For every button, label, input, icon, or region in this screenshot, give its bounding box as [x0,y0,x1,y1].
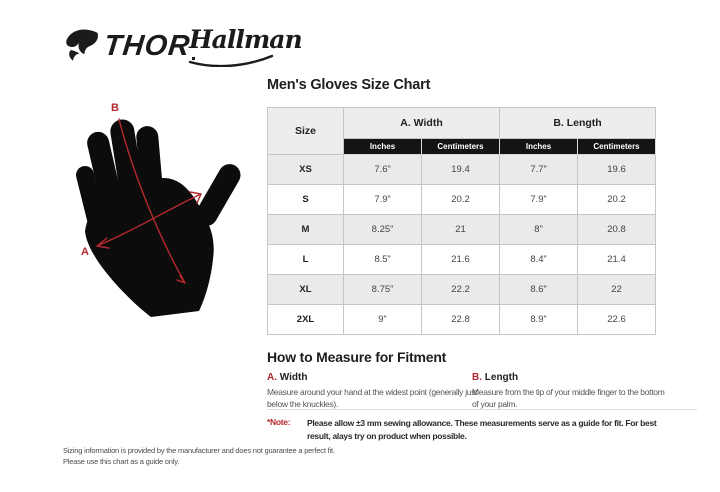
measure-width-prefix: A. [267,372,277,383]
size-cell: XS [267,154,344,185]
length-cm-cell: 21.4 [577,244,657,275]
table-row: 2XL 9” 22.8 8.9” 22.6 [267,304,657,335]
hand-silhouette [76,119,241,317]
measure-width-heading: A. Width [267,372,479,383]
unit-header-centimeters: Centimeters [420,138,501,155]
thor-logo: THOR [64,26,196,66]
size-cell: L [267,244,344,275]
width-cm-cell: 21.6 [420,244,501,275]
page-title: Men's Gloves Size Chart [267,77,431,93]
thor-helmet-icon [66,29,98,61]
width-in-cell: 7.9” [343,184,422,215]
note-text: Please allow ±3 mm sewing allowance. The… [307,418,657,442]
size-cell: S [267,184,344,215]
width-in-cell: 7.6” [343,154,422,185]
table-row: M 8.25” 21 8” 20.8 [267,214,657,245]
size-table: Size A. Width B. Length Inches Centimete… [267,107,657,335]
table-row: XS 7.6” 19.4 7.7” 19.6 [267,154,657,185]
unit-header-centimeters: Centimeters [577,138,657,155]
measure-length-heading: B. Length [472,372,668,383]
width-in-cell: 9” [343,304,422,335]
thor-wordmark: THOR [102,29,192,62]
fitment-note: *Note: Please allow ±3 mm sewing allowan… [267,417,659,443]
measure-length-text: Measure from the tip of your middle fing… [472,387,665,410]
length-in-cell: 7.9” [499,184,579,215]
measure-length-block: B. Length Measure from the tip of your m… [472,372,668,411]
hallman-wordmark: Hallman [189,25,303,54]
length-cm-cell: 20.2 [577,184,657,215]
length-cm-cell: 19.6 [577,154,657,185]
note-label: *Note: [267,417,291,427]
table-row: XL 8.75” 22.2 8.6” 22 [267,274,657,305]
width-in-cell: 8.25” [343,214,422,245]
width-in-cell: 8.75” [343,274,422,305]
unit-header-inches: Inches [499,138,579,155]
hallman-logo: Hallman [188,27,303,67]
col-header-width: A. Width [342,107,501,139]
width-cm-cell: 19.4 [420,154,501,185]
col-header-size: Size [267,107,344,155]
length-in-cell: 8.6” [499,274,579,305]
width-cm-cell: 22.2 [420,274,501,305]
table-row: L 8.5” 21.6 8.4” 21.4 [267,244,657,275]
note-divider [267,409,697,410]
length-in-cell: 8.9” [499,304,579,335]
thor-trademark-dot [192,57,196,60]
width-in-cell: 8.5” [343,244,422,275]
length-in-cell: 7.7” [499,154,579,185]
label-b: B [111,102,119,114]
width-cm-cell: 21 [420,214,501,245]
measure-width-label: Width [279,372,308,383]
width-cm-cell: 20.2 [420,184,501,215]
width-line-a [96,193,202,247]
size-cell: M [267,214,344,245]
measure-width-block: A. Width Measure around your hand at the… [267,372,479,411]
sizing-disclaimer: Sizing information is provided by the ma… [63,446,335,466]
measurement-lines [96,118,202,284]
table-row: S 7.9” 20.2 7.9” 20.2 [267,184,657,215]
length-cm-cell: 22.6 [577,304,657,335]
length-cm-cell: 22 [577,274,657,305]
size-cell: 2XL [267,304,344,335]
size-cell: XL [267,274,344,305]
measure-width-text: Measure around your hand at the widest p… [267,387,478,410]
length-in-cell: 8” [499,214,579,245]
label-a: A [81,246,89,258]
col-header-length: B. Length [499,107,657,139]
measure-length-label: Length [484,372,519,383]
length-cm-cell: 20.8 [577,214,657,245]
hallman-swash [188,54,274,67]
length-line-b [118,118,186,284]
unit-header-inches: Inches [343,138,422,155]
length-in-cell: 8.4” [499,244,579,275]
glove-measurement-diagram: B A [55,83,265,338]
width-cm-cell: 22.8 [420,304,501,335]
measure-section-title: How to Measure for Fitment [267,349,447,365]
measure-length-prefix: B. [472,372,482,383]
